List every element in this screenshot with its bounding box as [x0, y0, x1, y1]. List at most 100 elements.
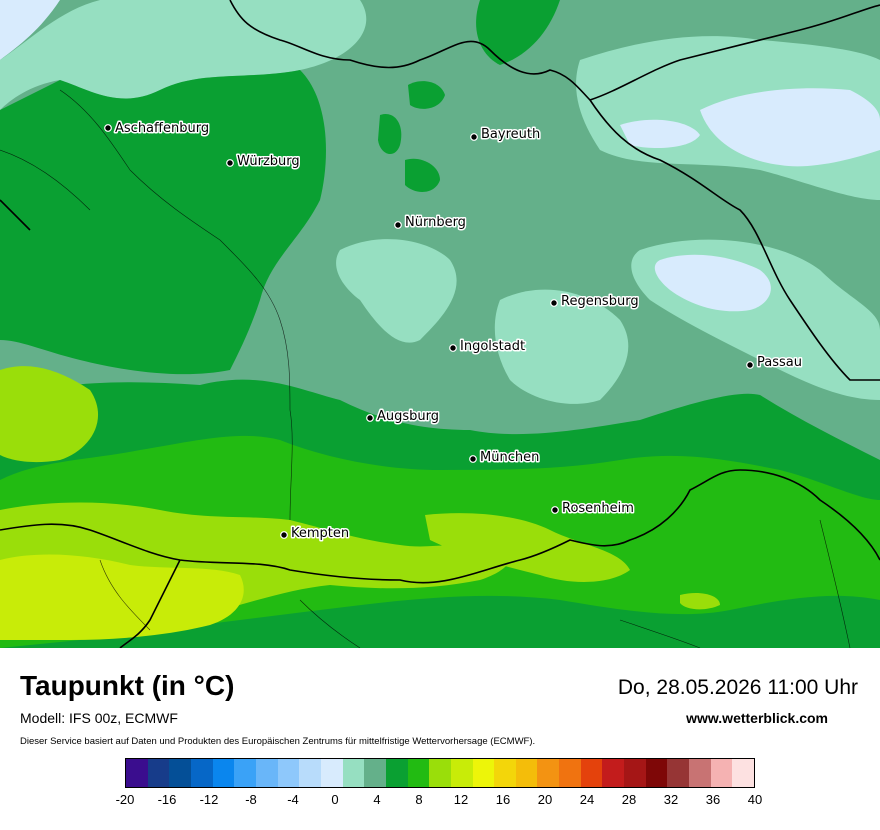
forecast-datetime: Do, 28.05.2026 11:00 Uhr	[617, 676, 858, 699]
city-rosenheim: Rosenheim	[551, 500, 635, 518]
legend-color-cell	[190, 759, 213, 787]
map-footer: Taupunkt (in °C) Do, 28.05.2026 11:00 Uh…	[0, 648, 880, 830]
city-dot	[280, 531, 288, 539]
legend-tick-label: -20	[115, 792, 135, 807]
city-dot	[746, 361, 754, 369]
legend-color-cell	[407, 759, 430, 787]
field-yellowgreen-inn	[425, 513, 630, 582]
city-label: Regensburg	[561, 294, 639, 309]
map-canvas: Aschaffenburg Bayreuth Würzburg Nürnberg…	[0, 0, 880, 648]
legend-color-cell	[320, 759, 343, 787]
legend-tick-label: 12	[453, 792, 469, 807]
city-dot	[394, 221, 402, 229]
city-dot	[104, 124, 112, 132]
color-legend-bar	[125, 758, 755, 788]
city-dot	[366, 414, 374, 422]
city-label: Bayreuth	[481, 127, 540, 142]
legend-color-cell	[689, 759, 711, 787]
city-nuernberg: Nürnberg	[394, 214, 467, 232]
dewpoint-map: Aschaffenburg Bayreuth Würzburg Nürnberg…	[0, 0, 880, 649]
city-dot	[226, 159, 234, 167]
city-dot	[469, 455, 477, 463]
legend-tick-label: 28	[621, 792, 637, 807]
city-ingolstadt: Ingolstadt	[449, 338, 527, 356]
city-wuerzburg: Würzburg	[226, 153, 301, 171]
field-lightblue-east	[654, 254, 771, 312]
legend-color-cell	[624, 759, 646, 787]
city-label: Augsburg	[377, 409, 439, 424]
legend-tick-label: 24	[579, 792, 595, 807]
city-dot	[470, 133, 478, 141]
legend-tick-label: 32	[663, 792, 679, 807]
city-label: München	[480, 450, 539, 465]
city-label: Ingolstadt	[460, 339, 525, 354]
legend-color-cell	[645, 759, 668, 787]
state-borders	[0, 89, 851, 648]
legend-color-cell	[169, 759, 191, 787]
legend-color-cell	[342, 759, 365, 787]
service-note: Dieser Service basiert auf Daten und Pro…	[20, 736, 536, 747]
legend-color-cell	[602, 759, 625, 787]
field-mint-north	[0, 0, 367, 110]
field-green-spot3	[408, 81, 445, 109]
color-legend-ticks: -20 -16 -12 -8 -4 0 4 8 12 16 20 24 28 32 36 40	[116, 792, 763, 812]
legend-tick-label: -4	[287, 792, 299, 807]
city-regensburg: Regensburg	[550, 293, 640, 311]
city-passau: Passau	[746, 354, 803, 372]
legend-tick-label: 40	[747, 792, 763, 807]
legend-color-cell	[450, 759, 473, 787]
legend-color-cell	[147, 759, 170, 787]
field-yellowgreen-spot	[680, 593, 720, 610]
legend-color-cell	[212, 759, 235, 787]
city-kempten: Kempten	[280, 525, 351, 543]
city-label: Würzburg	[237, 154, 300, 169]
legend-color-cell	[710, 759, 733, 787]
legend-tick-label: 36	[705, 792, 721, 807]
city-label: Nürnberg	[405, 215, 466, 230]
city-label: Aschaffenburg	[115, 121, 209, 136]
field-green-spot2	[405, 158, 440, 192]
legend-tick-label: 20	[537, 792, 553, 807]
legend-color-cell	[559, 759, 581, 787]
legend-tick-label: 4	[373, 792, 381, 807]
legend-color-cell	[537, 759, 560, 787]
legend-color-cell	[299, 759, 321, 787]
field-lightblue-nw	[0, 0, 60, 60]
city-label: Passau	[757, 355, 802, 370]
legend-color-cell	[364, 759, 386, 787]
legend-color-cell	[515, 759, 538, 787]
legend-color-cell	[732, 759, 755, 787]
legend-color-cell	[429, 759, 451, 787]
legend-tick-label: 8	[415, 792, 423, 807]
city-dot	[449, 344, 457, 352]
city-dot	[551, 506, 559, 514]
city-augsburg: Augsburg	[366, 408, 441, 426]
legend-color-cell	[494, 759, 516, 787]
legend-color-cell	[126, 759, 148, 787]
legend-color-cell	[385, 759, 408, 787]
legend-tick-label: -8	[245, 792, 257, 807]
city-aschaffenburg: Aschaffenburg	[104, 120, 211, 138]
map-title: Taupunkt (in °C)	[20, 670, 235, 701]
model-info: Modell: IFS 00z, ECMWF	[20, 710, 178, 726]
field-green-spot1	[378, 114, 402, 155]
field-yellow-sw	[0, 554, 244, 640]
field-green-north	[476, 0, 560, 65]
legend-tick-label: 0	[331, 792, 339, 807]
legend-tick-label: 16	[495, 792, 511, 807]
legend-color-cell	[472, 759, 495, 787]
website-label: www.wetterblick.com	[686, 710, 828, 726]
field-yellowgreen-west	[0, 366, 99, 463]
city-label: Rosenheim	[562, 501, 634, 516]
field-green-west	[0, 70, 326, 375]
field-lightblue-ne	[700, 88, 880, 167]
field-mint-center	[336, 239, 457, 343]
legend-color-cell	[234, 759, 256, 787]
city-markers: Aschaffenburg Bayreuth Würzburg Nürnberg…	[104, 120, 803, 543]
legend-tick-label: -12	[199, 792, 219, 807]
country-borders	[0, 0, 880, 648]
legend-color-cell	[580, 759, 603, 787]
city-label: Kempten	[291, 526, 349, 541]
field-mint-east	[494, 289, 629, 404]
city-dot	[550, 299, 558, 307]
